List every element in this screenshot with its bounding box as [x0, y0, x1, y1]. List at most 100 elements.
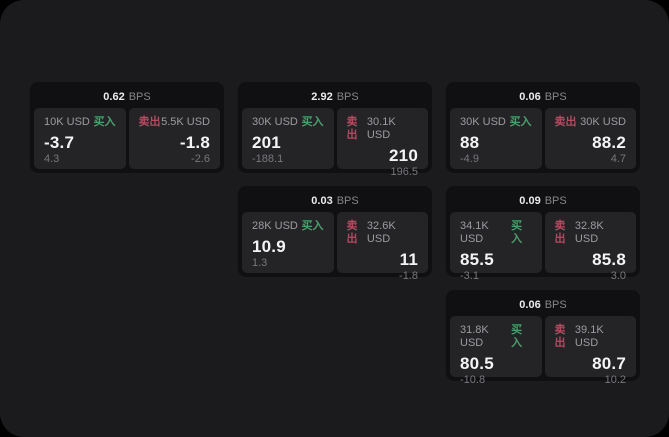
- sell-quote-tile[interactable]: 卖出 32.6K USD 11 -1.8: [336, 212, 428, 282]
- buy-delta: -4.9: [460, 153, 479, 165]
- buy-amount: 10K USD: [44, 116, 90, 128]
- quote-body: 10K USD 买入 -3.7 4.3 卖出 5.5K USD -1.8 -2.…: [34, 108, 220, 169]
- buy-delta: -3.1: [460, 270, 479, 282]
- buy-quote-tile[interactable]: 34.1K USD 买入 85.5 -3.1: [450, 212, 542, 282]
- sell-delta: 196.5: [390, 166, 418, 178]
- sell-delta: 3.0: [610, 270, 626, 282]
- sell-delta: 10.2: [604, 374, 626, 386]
- buy-tile-header: 10K USD 买入: [44, 116, 116, 129]
- quote-body: 30K USD 买入 201 -188.1 卖出 30.1K USD 210 1…: [242, 108, 428, 178]
- sell-amount: 5.5K USD: [161, 116, 210, 128]
- buy-price: -3.7: [44, 133, 75, 152]
- buy-quote-tile[interactable]: 10K USD 买入 -3.7 4.3: [34, 108, 126, 169]
- sell-tile-header: 卖出 32.8K USD: [555, 220, 627, 246]
- buy-delta: -10.8: [460, 374, 486, 386]
- quote-body: 34.1K USD 买入 85.5 -3.1 卖出 32.8K USD 85.8…: [450, 212, 636, 282]
- spread-value: 2.92: [311, 91, 333, 103]
- buy-tile-header: 34.1K USD 买入: [460, 220, 532, 246]
- sell-price: 88.2: [592, 133, 626, 152]
- sell-amount: 30K USD: [580, 116, 626, 128]
- quote-body: 30K USD 买入 88 -4.9 卖出 30K USD 88.2 4.7: [450, 108, 636, 169]
- spread-value: 0.09: [519, 195, 541, 207]
- buy-amount: 31.8K USD: [460, 324, 489, 349]
- buy-side-label: 买入: [511, 324, 523, 349]
- sell-amount: 30.1K USD: [366, 116, 396, 141]
- buy-delta: -188.1: [252, 153, 284, 165]
- sell-tile-header: 卖出 5.5K USD: [139, 116, 211, 129]
- spread-value: 0.62: [103, 91, 125, 103]
- spread-value: 0.06: [519, 299, 541, 311]
- sell-amount: 32.6K USD: [366, 220, 396, 245]
- sell-amount: 32.8K USD: [574, 220, 604, 245]
- spread-header: 2.92 BPS: [242, 86, 428, 108]
- buy-amount: 30K USD: [460, 116, 506, 128]
- spread-unit-label: BPS: [336, 91, 359, 103]
- sell-tile-header: 卖出 30K USD: [555, 116, 627, 129]
- buy-price: 80.5: [460, 354, 494, 373]
- buy-tile-header: 31.8K USD 买入: [460, 324, 532, 350]
- quote-body: 31.8K USD 买入 80.5 -10.8 卖出 39.1K USD 80.…: [450, 316, 636, 386]
- sell-quote-tile[interactable]: 卖出 39.1K USD 80.7 10.2: [544, 316, 636, 386]
- sell-tile-header: 卖出 30.1K USD: [347, 116, 419, 142]
- sell-quote-tile[interactable]: 卖出 32.8K USD 85.8 3.0: [544, 212, 636, 282]
- sell-side-label: 卖出: [554, 324, 566, 349]
- sell-tile-header: 卖出 39.1K USD: [555, 324, 627, 350]
- sell-quote-tile[interactable]: 卖出 30.1K USD 210 196.5: [336, 108, 428, 178]
- spread-header: 0.03 BPS: [242, 190, 428, 212]
- quote-card: 0.06 BPS 31.8K USD 买入 80.5 -10.8 卖出 39.1…: [446, 290, 640, 386]
- sell-side-label: 卖出: [346, 220, 358, 245]
- spread-unit-label: BPS: [544, 195, 567, 207]
- sell-price: 85.8: [592, 250, 626, 269]
- buy-side-label: 买入: [509, 116, 532, 128]
- buy-tile-header: 28K USD 买入: [252, 220, 324, 233]
- sell-quote-tile[interactable]: 卖出 5.5K USD -1.8 -2.6: [128, 108, 220, 169]
- buy-price: 201: [252, 133, 281, 152]
- spread-value: 0.06: [519, 91, 541, 103]
- sell-tile-header: 卖出 32.6K USD: [347, 220, 419, 246]
- buy-side-label: 买入: [93, 116, 116, 128]
- sell-delta: -1.8: [399, 270, 418, 282]
- sell-price: -1.8: [179, 133, 210, 152]
- quote-card: 0.03 BPS 28K USD 买入 10.9 1.3 卖出 32.6K US…: [238, 186, 432, 282]
- sell-quote-tile[interactable]: 卖出 30K USD 88.2 4.7: [544, 108, 636, 169]
- spread-unit-label: BPS: [336, 195, 359, 207]
- spread-header: 0.62 BPS: [34, 86, 220, 108]
- buy-side-label: 买入: [301, 220, 324, 232]
- buy-delta: 1.3: [252, 257, 268, 269]
- buy-quote-tile[interactable]: 30K USD 买入 88 -4.9: [450, 108, 542, 169]
- quote-card: 0.06 BPS 30K USD 买入 88 -4.9 卖出 30K USD: [446, 82, 640, 173]
- sell-side-label: 卖出: [554, 220, 566, 245]
- sell-side-label: 卖出: [554, 116, 577, 128]
- buy-quote-tile[interactable]: 28K USD 买入 10.9 1.3: [242, 212, 334, 273]
- sell-delta: -2.6: [191, 153, 210, 165]
- sell-price: 80.7: [592, 354, 626, 373]
- buy-quote-tile[interactable]: 30K USD 买入 201 -188.1: [242, 108, 334, 169]
- buy-amount: 28K USD: [252, 220, 298, 232]
- buy-price: 85.5: [460, 250, 494, 269]
- buy-side-label: 买入: [301, 116, 324, 128]
- sell-price: 11: [399, 250, 418, 269]
- sell-side-label: 卖出: [138, 116, 161, 128]
- sell-side-label: 卖出: [346, 116, 358, 141]
- spread-header: 0.09 BPS: [450, 190, 636, 212]
- spread-unit-label: BPS: [544, 299, 567, 311]
- buy-price: 88: [460, 133, 480, 152]
- buy-delta: 4.3: [44, 153, 60, 165]
- buy-side-label: 买入: [511, 220, 523, 245]
- spread-header: 0.06 BPS: [450, 86, 636, 108]
- buy-amount: 34.1K USD: [460, 220, 489, 245]
- quote-grid: 0.62 BPS 10K USD 买入 -3.7 4.3 卖出 5.5K USD: [30, 82, 640, 386]
- quote-card: 0.09 BPS 34.1K USD 买入 85.5 -3.1 卖出 32.8K…: [446, 186, 640, 282]
- buy-quote-tile[interactable]: 31.8K USD 买入 80.5 -10.8: [450, 316, 542, 386]
- buy-amount: 30K USD: [252, 116, 298, 128]
- spread-header: 0.06 BPS: [450, 294, 636, 316]
- quote-body: 28K USD 买入 10.9 1.3 卖出 32.6K USD 11 -1.8: [242, 212, 428, 282]
- spread-value: 0.03: [311, 195, 333, 207]
- sell-delta: 4.7: [610, 153, 626, 165]
- quote-card: 0.62 BPS 10K USD 买入 -3.7 4.3 卖出 5.5K USD: [30, 82, 224, 173]
- sell-amount: 39.1K USD: [574, 324, 604, 349]
- spread-unit-label: BPS: [544, 91, 567, 103]
- buy-tile-header: 30K USD 买入: [460, 116, 532, 129]
- buy-tile-header: 30K USD 买入: [252, 116, 324, 129]
